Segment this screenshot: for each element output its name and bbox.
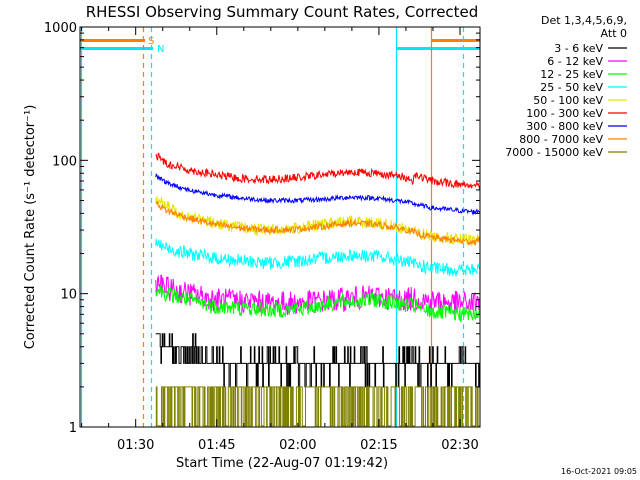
x-tick-label: 02:30 <box>441 438 478 453</box>
legend-label: 800 - 7000 keV <box>519 133 603 146</box>
legend-label: 300 - 800 keV <box>526 120 603 133</box>
chart-title: RHESSI Observing Summary Count Rates, Co… <box>86 3 479 21</box>
series-line-1 <box>155 333 480 388</box>
flag-bar-s-end <box>431 39 480 42</box>
y-tick-label: 1 <box>69 421 77 436</box>
legend-label: 12 - 25 keV <box>540 68 603 81</box>
footer-timestamp: 16-Oct-2021 09:05 <box>561 467 637 476</box>
y-axis: 1 10 100 1000 <box>44 21 480 436</box>
series-line-6 <box>155 152 480 190</box>
flag-bar-n-end <box>397 47 480 50</box>
y-tick-label: 1000 <box>44 21 77 36</box>
series-line-7 <box>155 173 480 216</box>
x-axis: 01:30 01:45 02:00 02:15 02:30 <box>81 27 479 453</box>
legend-label: 25 - 50 keV <box>540 81 603 94</box>
series-line-3 <box>155 284 480 323</box>
flag-label-n: N <box>157 44 164 55</box>
series-line-9 <box>155 386 480 427</box>
legend-label: 3 - 6 keV <box>554 42 603 55</box>
legend-label: 6 - 12 keV <box>547 55 603 68</box>
x-tick-label: 02:00 <box>279 438 316 453</box>
y-axis-label: Corrected Count Rate (s⁻¹ detector⁻¹) <box>23 105 38 350</box>
x-axis-label: Start Time (22-Aug-07 01:19:42) <box>176 456 388 471</box>
legend-label: 50 - 100 keV <box>533 94 603 107</box>
series-line-8 <box>155 201 480 246</box>
legend-label: 100 - 300 keV <box>526 107 603 120</box>
legend-label: 7000 - 15000 keV <box>505 146 603 159</box>
flag-label-s: S <box>148 36 154 47</box>
flag-bar-n <box>80 47 153 50</box>
x-tick-label: 02:15 <box>360 438 397 453</box>
x-tick-label: 01:30 <box>117 438 154 453</box>
x-tick-label: 01:45 <box>198 438 235 453</box>
flag-bar-s <box>80 39 145 42</box>
series-line-4 <box>155 238 480 277</box>
y-tick-label: 10 <box>60 288 77 303</box>
y-tick-label: 100 <box>52 154 77 169</box>
legend-header-line-1: Det 1,3,4,5,6,9, <box>541 14 627 27</box>
plot-frame <box>79 26 481 428</box>
plot-area: SN <box>80 27 480 427</box>
legend-header-line-2: Att 0 <box>601 27 627 40</box>
